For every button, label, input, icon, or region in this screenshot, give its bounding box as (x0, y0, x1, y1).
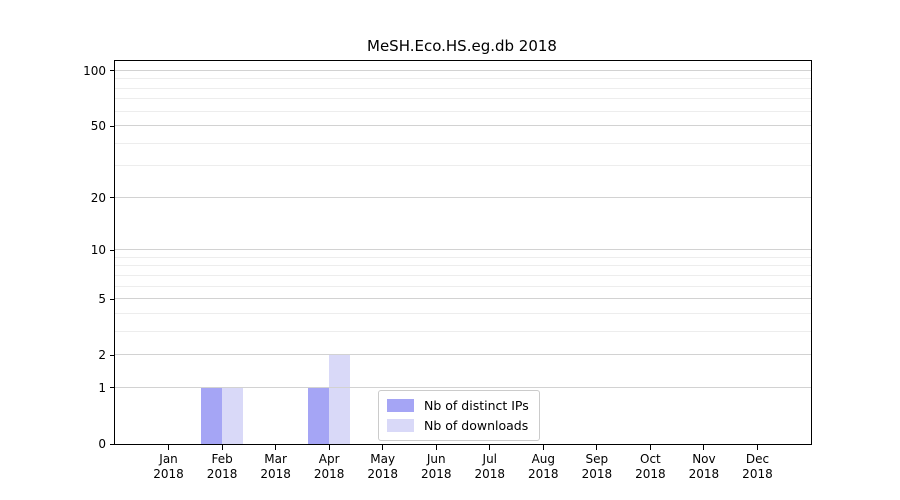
minor-gridline (115, 165, 811, 167)
x-axis-tick-label-line: Mar (264, 452, 287, 466)
major-gridline (115, 196, 811, 198)
x-axis-tick-label: Sep 2018 (582, 452, 613, 482)
x-axis-tick-label: Nov 2018 (689, 452, 720, 482)
y-axis-tick (110, 443, 115, 445)
x-axis-tick (328, 444, 330, 450)
minor-gridline (115, 312, 811, 314)
x-axis-tick-label-line: Jun (426, 452, 446, 466)
x-axis-tick (168, 444, 170, 450)
y-axis-tick (110, 298, 115, 300)
minor-gridline (115, 256, 811, 258)
legend-label: Nb of distinct IPs (424, 398, 529, 413)
bar-downloads (329, 355, 351, 444)
legend-swatch (387, 399, 414, 412)
major-gridline (115, 125, 811, 126)
x-axis-tick (542, 444, 544, 450)
x-axis-tick-label-line: Dec (745, 452, 770, 466)
minor-gridline (115, 265, 811, 267)
y-axis-tick-label: 20 (90, 190, 106, 205)
x-axis-tick (596, 444, 598, 450)
y-axis-tick-label: 2 (98, 348, 106, 363)
y-axis-tick (110, 249, 115, 251)
x-axis-tick-label-line: Apr (318, 452, 340, 466)
legend-entry: Nb of distinct IPs (387, 398, 529, 413)
x-axis-tick-label-line: Jan (159, 452, 178, 466)
major-gridline (115, 386, 811, 388)
y-axis-tick-label: 100 (83, 63, 106, 78)
x-axis-tick (703, 444, 705, 450)
minor-gridline (115, 98, 811, 100)
x-axis-tick (275, 444, 277, 450)
y-axis-tick (110, 197, 115, 199)
y-axis-tick-label: 10 (90, 243, 106, 258)
x-axis-tick-label-line: 2018 (313, 467, 345, 481)
y-axis-tick-label: 0 (98, 437, 106, 451)
x-axis-tick-label: Dec 2018 (742, 452, 773, 482)
chart-title: MeSH.Eco.HS.eg.db 2018 (367, 37, 557, 55)
x-axis-tick-label: Jan 2018 (153, 452, 184, 482)
legend-swatch (387, 419, 414, 432)
major-gridline (115, 249, 811, 251)
x-axis-tick-label: Mar 2018 (260, 452, 291, 482)
x-axis-tick-label-line: Feb (211, 452, 233, 466)
legend-entry: Nb of downloads (387, 418, 529, 433)
x-axis-tick-label: Apr 2018 (314, 452, 345, 482)
x-axis-tick (382, 444, 384, 450)
plot-area: Nb of distinct IPs Nb of downloads 0 1 2 5 10… (83, 60, 812, 481)
y-axis-tick (110, 125, 115, 127)
y-axis-tick-label: 50 (90, 119, 106, 133)
x-axis-tick-label-line: Sep (585, 452, 609, 466)
legend: Nb of distinct IPs Nb of downloads (378, 390, 540, 441)
x-axis-tick-label-line: 2018 (581, 467, 613, 481)
y-axis-tick (110, 70, 115, 72)
legend-label: Nb of downloads (424, 418, 529, 433)
minor-gridline (115, 142, 811, 144)
x-axis-tick-label-line: Oct (639, 452, 661, 466)
x-axis-tick-label: May 2018 (367, 452, 398, 482)
major-gridline (115, 354, 811, 356)
x-axis-tick-label-line: 2018 (420, 467, 452, 481)
x-axis-tick-label: Jun 2018 (421, 452, 452, 482)
x-axis-tick (756, 444, 758, 450)
bar-distinct-ips (308, 387, 330, 444)
y-axis-tick (110, 387, 115, 389)
x-axis-tick-label: Aug 2018 (528, 452, 559, 482)
x-axis-tick-label: Oct 2018 (635, 452, 666, 482)
x-axis-tick-label-line: 2018 (474, 467, 506, 481)
x-axis-tick-label-line: 2018 (635, 467, 666, 481)
x-axis-tick-label-line: 2018 (742, 467, 773, 481)
bar-downloads (222, 387, 244, 444)
x-axis-tick (435, 444, 437, 450)
x-axis-tick-label-line: 2018 (260, 467, 291, 481)
minor-gridline (115, 330, 811, 332)
x-axis-tick-label-line: Nov (692, 452, 716, 466)
x-axis-tick-label-line: 2018 (367, 467, 398, 481)
y-axis-tick-label: 1 (98, 380, 106, 395)
y-axis-tick (110, 354, 115, 356)
x-axis-tick-label-line: Jul (482, 452, 498, 466)
minor-gridline (115, 274, 811, 276)
minor-gridline (115, 87, 811, 89)
x-axis-tick-label-line: 2018 (528, 467, 559, 481)
x-axis-tick (489, 444, 491, 450)
x-axis-tick (221, 444, 223, 450)
minor-gridline (115, 285, 811, 287)
minor-gridline (115, 78, 811, 80)
x-axis-tick-label-line: 2018 (688, 467, 720, 481)
x-axis-tick-label-line: May (370, 452, 396, 466)
major-gridline (115, 298, 811, 300)
y-axis-tick-label: 5 (98, 292, 106, 307)
x-axis-tick (649, 444, 651, 450)
x-axis-tick-label: Jul 2018 (474, 452, 505, 482)
x-axis-tick-label-line: Aug (531, 452, 556, 466)
major-gridline (115, 69, 811, 71)
x-axis-tick-label-line: 2018 (153, 467, 184, 481)
bar-distinct-ips (201, 387, 223, 444)
x-axis-tick-label: Feb 2018 (207, 452, 238, 482)
x-axis-tick-label-line: 2018 (206, 467, 238, 481)
minor-gridline (115, 110, 811, 112)
